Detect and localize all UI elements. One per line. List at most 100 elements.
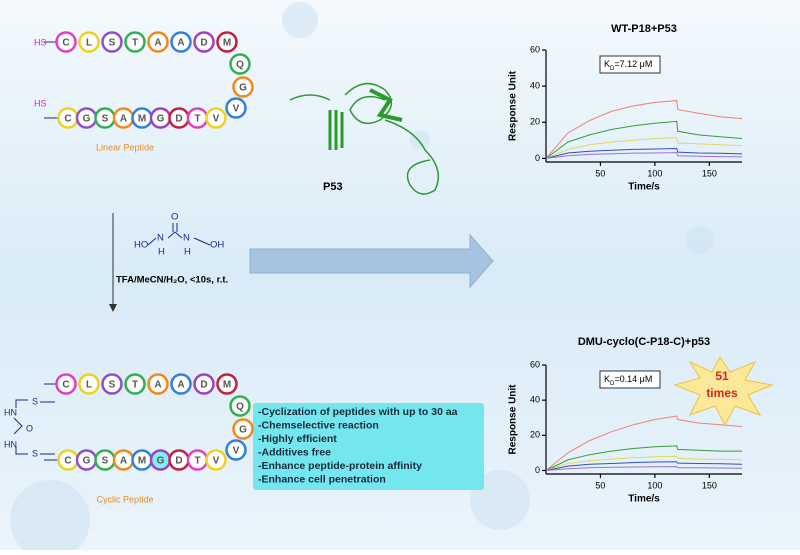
residue-letter: A — [154, 380, 161, 391]
residue-letter: M — [138, 456, 146, 467]
residue-letter: T — [194, 114, 200, 125]
feature: -Highly efficient — [258, 433, 337, 445]
residue-letter: T — [132, 380, 138, 391]
residue-letter: G — [157, 456, 165, 467]
residue-letter: C — [64, 114, 71, 125]
residue-letter: G — [239, 83, 247, 94]
kd-frame — [599, 55, 661, 74]
residue-bead — [147, 373, 169, 395]
feature: -Enhance cell penetration — [258, 473, 386, 485]
kd-label: KD=7.12 μM — [604, 59, 652, 71]
residue-letter: C — [62, 38, 69, 49]
urea-atom: OH — [210, 240, 224, 251]
y-tick-label: 0 — [535, 153, 540, 163]
residue-letter: M — [223, 38, 231, 49]
residue-letter: D — [200, 380, 207, 391]
x-axis-label: Time/s — [628, 494, 660, 505]
residue-bead — [225, 97, 247, 119]
linker-atom: HN — [4, 407, 17, 417]
protein-label: P53 — [323, 181, 343, 193]
kd-symbol: K — [604, 374, 610, 384]
y-tick-label: 40 — [530, 81, 540, 91]
residue-bead — [78, 373, 100, 395]
decor — [10, 2, 714, 555]
residue-letter: D — [175, 114, 182, 125]
kd-box: KD=7.12 μM — [599, 55, 661, 74]
residue-bead — [170, 31, 192, 53]
residue-bead — [193, 31, 215, 53]
x-axis-label: Time/s — [628, 182, 660, 193]
residue-letter: G — [239, 425, 247, 436]
fold-number: 51 — [715, 369, 729, 383]
residue-letter: G — [83, 114, 91, 125]
urea-atom: H — [158, 247, 165, 258]
features-box — [253, 403, 484, 490]
residue-bead — [216, 31, 238, 53]
y-axis-label: Response Unit — [508, 70, 519, 141]
residue-letter: A — [120, 456, 127, 467]
kd-value: =7.12 μM — [614, 59, 652, 69]
y-tick-label: 60 — [530, 359, 540, 369]
residue-letter: V — [213, 456, 220, 467]
y-tick-label: 60 — [530, 44, 540, 54]
residue-bead — [124, 373, 146, 395]
residue-bead — [205, 449, 227, 471]
sensorgram — [545, 137, 743, 159]
sensorgram — [545, 120, 743, 159]
urea-atom: HO — [134, 240, 148, 251]
linker-atom: S — [32, 396, 38, 406]
y-tick-label: 20 — [530, 117, 540, 127]
residue-letter: A — [154, 38, 161, 49]
residue-bead — [193, 373, 215, 395]
big-arrow — [249, 233, 494, 289]
residue-letter: A — [120, 114, 127, 125]
kd-box: KD=0.14 μM — [599, 370, 661, 389]
x-tick-label: 150 — [702, 168, 717, 178]
sensorgram — [545, 455, 743, 471]
thiol: HS — [34, 37, 47, 47]
residue-letter: S — [102, 114, 109, 125]
x-tick-label: 100 — [647, 480, 662, 490]
residue-letter: V — [213, 114, 220, 125]
residue-letter: D — [175, 456, 182, 467]
residue-letter: Q — [236, 402, 244, 413]
kd-label: KD=0.14 μM — [604, 374, 652, 386]
feature: -Enhance peptide-protein affinity — [258, 460, 422, 472]
kd-value: =0.14 μM — [614, 374, 652, 384]
y-tick-label: 0 — [535, 465, 540, 475]
urea-atom: N — [183, 233, 190, 244]
residue-bead — [101, 373, 123, 395]
residue-letter: S — [102, 456, 109, 467]
sensorgram — [545, 147, 743, 159]
chart-title: WT-P18+P53 — [611, 23, 677, 35]
residue-bead — [124, 31, 146, 53]
residue-letter: S — [109, 380, 116, 391]
residue-bead — [101, 31, 123, 53]
kd-sub: D — [610, 66, 615, 72]
kd-sub: D — [610, 381, 615, 387]
thiol: HS — [34, 98, 47, 108]
residue-letter: D — [200, 38, 207, 49]
residue-bead — [170, 373, 192, 395]
residue-letter: G — [157, 114, 165, 125]
protein-structure — [289, 82, 440, 195]
residue-letter: A — [177, 380, 184, 391]
sensorgram — [545, 100, 743, 159]
sensorgram — [545, 415, 743, 471]
residue-letter: Q — [236, 60, 244, 71]
feature: -Chemselective reaction — [258, 419, 379, 431]
feature: -Additives free — [258, 446, 331, 458]
chart-title: DMU-cyclo(C-P18-C)+p53 — [578, 336, 710, 348]
urea-atom: O — [171, 212, 178, 223]
urea-atom: N — [157, 233, 164, 244]
residue-letter: L — [86, 380, 92, 391]
residue-letter: G — [83, 456, 91, 467]
x-tick-label: 100 — [647, 168, 662, 178]
residue-letter: V — [233, 446, 240, 457]
residue-letter: A — [177, 38, 184, 49]
residue-letter: S — [109, 38, 116, 49]
residue-bead — [232, 76, 254, 98]
kd-frame — [599, 370, 661, 389]
urea-atom: H — [184, 247, 191, 258]
